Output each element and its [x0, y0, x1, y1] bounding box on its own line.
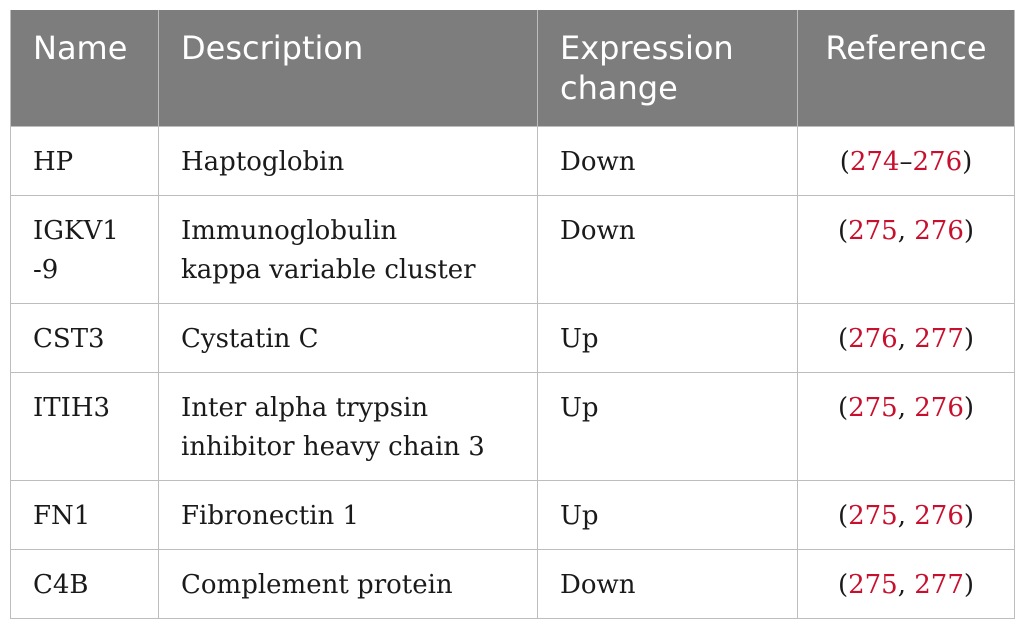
- ref-separator: ,: [897, 324, 915, 354]
- ref-separator: ,: [897, 393, 915, 423]
- cell-expression: Down: [537, 195, 798, 304]
- ref-close: ): [963, 216, 975, 246]
- header-description: Description: [158, 10, 538, 127]
- header-row: Name Description Expression change Refere…: [10, 10, 1015, 127]
- ref-link[interactable]: 276: [912, 147, 963, 177]
- cell-reference: (275, 276): [797, 195, 1015, 304]
- ref-link[interactable]: 275: [848, 570, 898, 600]
- cell-description: Inter alpha trypsin inhibitor heavy chai…: [158, 372, 538, 481]
- cell-expression: Up: [537, 372, 798, 481]
- ref-close: ): [962, 147, 973, 177]
- ref-link[interactable]: 276: [914, 216, 964, 246]
- cell-reference: (275, 277): [797, 549, 1015, 619]
- cell-name: IGKV1-9: [10, 195, 159, 304]
- table-row: IGKV1-9 Immunoglobulin kappa variable cl…: [10, 195, 1015, 304]
- ref-open: (: [837, 324, 849, 354]
- cell-expression: Up: [537, 303, 798, 373]
- cell-reference: (276, 277): [797, 303, 1015, 373]
- ref-open: (: [837, 393, 849, 423]
- ref-separator: ,: [897, 216, 915, 246]
- cell-reference: (274–276): [797, 126, 1015, 196]
- cell-reference: (275, 276): [797, 480, 1015, 550]
- cell-name: CST3: [10, 303, 159, 373]
- ref-link[interactable]: 275: [848, 393, 898, 423]
- ref-close: ): [963, 570, 975, 600]
- cell-expression: Down: [537, 549, 798, 619]
- ref-close: ): [963, 324, 975, 354]
- gene-table: Name Description Expression change Refere…: [10, 10, 1015, 619]
- cell-name: C4B: [10, 549, 159, 619]
- ref-link[interactable]: 276: [914, 501, 964, 531]
- header-expression-line2: change: [560, 69, 678, 107]
- ref-close: ): [963, 501, 975, 531]
- header-name: Name: [10, 10, 159, 127]
- ref-open: (: [839, 147, 850, 177]
- ref-close: ): [963, 393, 975, 423]
- table-row: CST3 Cystatin C Up (276, 277): [10, 303, 1015, 373]
- ref-link[interactable]: 275: [848, 216, 898, 246]
- cell-reference: (275, 276): [797, 372, 1015, 481]
- cell-name: HP: [10, 126, 159, 196]
- table-row: C4B Complement protein Down (275, 277): [10, 549, 1015, 619]
- cell-description: Complement protein: [158, 549, 538, 619]
- cell-description-text: Immunoglobulin kappa variable cluster: [181, 216, 476, 285]
- ref-separator: ,: [897, 570, 915, 600]
- cell-name-text: IGKV1-9: [33, 216, 119, 285]
- header-reference: Reference: [797, 10, 1015, 127]
- header-expression-change: Expression change: [537, 10, 798, 127]
- ref-separator: ,: [897, 501, 915, 531]
- ref-link[interactable]: 277: [914, 324, 964, 354]
- cell-expression: Down: [537, 126, 798, 196]
- ref-link[interactable]: 274: [849, 147, 900, 177]
- cell-name: FN1: [10, 480, 159, 550]
- ref-link[interactable]: 277: [914, 570, 964, 600]
- ref-open: (: [837, 501, 849, 531]
- cell-description-text: Inter alpha trypsin inhibitor heavy chai…: [181, 393, 485, 462]
- ref-separator: –: [899, 147, 913, 177]
- cell-name: ITIH3: [10, 372, 159, 481]
- ref-open: (: [837, 570, 849, 600]
- table-container: Name Description Expression change Refere…: [10, 10, 1015, 619]
- table-row: HP Haptoglobin Down (274–276): [10, 126, 1015, 196]
- ref-link[interactable]: 275: [848, 501, 898, 531]
- table-row: FN1 Fibronectin 1 Up (275, 276): [10, 480, 1015, 550]
- cell-description: Immunoglobulin kappa variable cluster: [158, 195, 538, 304]
- ref-open: (: [837, 216, 849, 246]
- cell-description: Fibronectin 1: [158, 480, 538, 550]
- cell-description: Cystatin C: [158, 303, 538, 373]
- cell-description: Haptoglobin: [158, 126, 538, 196]
- cell-expression: Up: [537, 480, 798, 550]
- ref-link[interactable]: 276: [914, 393, 964, 423]
- header-expression-line1: Expression: [560, 29, 734, 67]
- ref-link[interactable]: 276: [848, 324, 898, 354]
- table-row: ITIH3 Inter alpha trypsin inhibitor heav…: [10, 372, 1015, 481]
